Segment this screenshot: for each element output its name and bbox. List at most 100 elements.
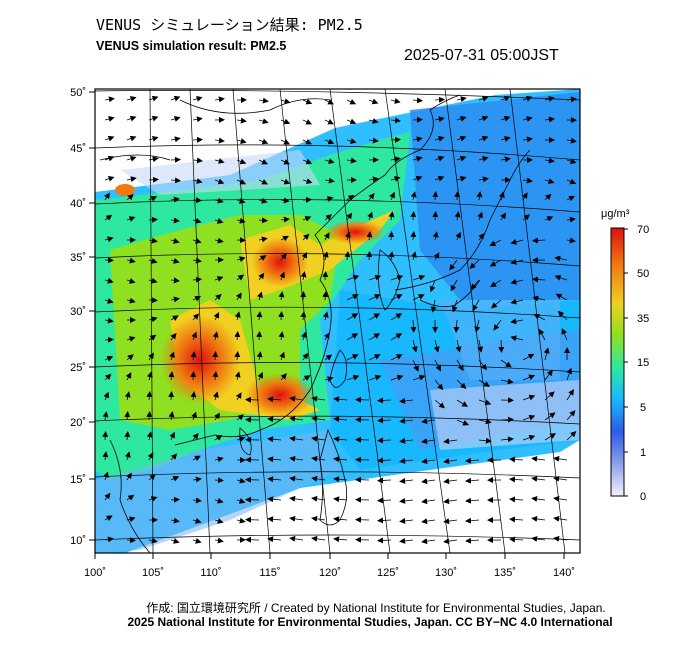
- wind-arrow: [104, 277, 114, 284]
- lon-label: 110˚: [200, 567, 221, 579]
- wind-arrow: [509, 536, 524, 543]
- wind-arrow: [411, 339, 418, 353]
- wind-arrow: [190, 371, 197, 381]
- wind-arrow: [434, 116, 445, 123]
- wind-arrow: [368, 333, 381, 341]
- wind-arrow: [236, 517, 246, 524]
- wind-arrow: [257, 371, 263, 381]
- wind-arrow: [333, 496, 348, 503]
- wind-arrow: [399, 477, 414, 484]
- wind-arrow: [522, 374, 536, 381]
- wind-arrow: [399, 457, 414, 464]
- wind-arrow: [390, 156, 401, 163]
- wind-arrow: [500, 95, 511, 102]
- coastlines: [99, 94, 531, 553]
- wind-arrow: [553, 515, 568, 522]
- wind-arrow: [258, 97, 269, 104]
- wind-arrow: [476, 191, 483, 201]
- wind-arrow: [510, 258, 524, 265]
- wind-arrow: [366, 231, 373, 241]
- wind-arrow: [532, 295, 546, 302]
- wind-arrow: [346, 313, 359, 321]
- wind-arrow: [390, 374, 404, 381]
- wind-arrow: [478, 95, 489, 102]
- wind-arrow: [192, 197, 202, 204]
- wind-arrow: [470, 279, 480, 290]
- wind-arrow: [346, 333, 359, 341]
- wind-arrow: [214, 96, 225, 103]
- wind-arrow: [214, 197, 224, 204]
- wind-arrow: [104, 192, 110, 201]
- wind-arrow: [412, 175, 423, 182]
- wind-arrow: [192, 295, 202, 302]
- wind-arrow: [500, 436, 514, 443]
- wind-arrow: [124, 431, 131, 441]
- wind-arrow: [333, 416, 348, 423]
- wind-arrow: [554, 255, 568, 262]
- wind-arrow: [410, 191, 417, 201]
- wind-arrow: [126, 297, 136, 304]
- wind-arrow: [289, 415, 304, 422]
- wind-arrow: [170, 237, 180, 244]
- wind-arrow: [538, 328, 546, 341]
- lon-label: 125˚: [377, 567, 399, 579]
- wind-arrow: [510, 335, 524, 342]
- lat-label: 10˚: [70, 535, 86, 547]
- wind-arrow: [412, 294, 425, 301]
- wind-arrow: [456, 155, 467, 162]
- wind-arrow: [456, 419, 470, 426]
- wind-arrow: [289, 435, 304, 442]
- wind-arrow: [214, 517, 224, 524]
- wind-arrow: [455, 339, 462, 353]
- wind-arrow: [412, 374, 426, 381]
- wind-arrow: [267, 396, 282, 403]
- wind-arrow: [148, 95, 159, 102]
- lon-label: 100˚: [84, 567, 106, 579]
- wind-arrow: [531, 455, 546, 462]
- wind-arrow: [544, 412, 556, 421]
- lon-label: 135˚: [494, 567, 516, 579]
- wind-arrow: [192, 257, 202, 264]
- wind-arrow: [443, 498, 458, 505]
- title-english: VENUS simulation result: PM2.5: [96, 39, 287, 53]
- wind-arrow: [454, 211, 461, 221]
- wind-arrow: [279, 271, 285, 281]
- wind-arrow: [280, 159, 291, 165]
- wind-arrow: [104, 236, 114, 243]
- wind-arrow: [368, 193, 375, 201]
- wind-arrow: [553, 535, 568, 542]
- wind-arrow: [148, 216, 158, 223]
- wind-arrow: [531, 495, 546, 502]
- lon-label: 105˚: [142, 567, 164, 579]
- wind-arrow: [126, 516, 136, 523]
- wind-arrow: [236, 477, 246, 484]
- wind-arrow: [324, 177, 335, 184]
- wind-arrow: [104, 317, 114, 324]
- wind-arrow: [388, 231, 395, 241]
- wind-arrow: [170, 496, 180, 503]
- wind-arrow: [192, 313, 200, 321]
- timestamp: 2025-07-31 05:00JST: [404, 47, 559, 64]
- wind-arrow: [421, 438, 436, 445]
- colorbar-tick: 0: [640, 491, 646, 503]
- wind-arrow: [280, 197, 290, 204]
- wind-arrow: [390, 98, 401, 104]
- wind-arrow: [146, 391, 153, 401]
- wind-arrow: [191, 411, 197, 421]
- wind-arrow: [346, 294, 359, 301]
- wind-arrow: [346, 212, 353, 221]
- wind-arrow: [126, 257, 136, 264]
- wind-arrow: [566, 137, 577, 144]
- wind-arrow: [368, 374, 382, 381]
- wind-arrow: [192, 178, 203, 184]
- wind-arrow: [324, 332, 330, 341]
- colorbar-tick: 50: [637, 268, 649, 280]
- wind-arrow: [566, 431, 577, 441]
- wind-arrow: [522, 177, 533, 184]
- wind-arrow: [500, 359, 512, 368]
- wind-arrow: [170, 537, 180, 544]
- wind-arrow: [148, 196, 158, 202]
- wind-arrow: [368, 118, 379, 124]
- wind-arrow: [311, 435, 326, 442]
- wind-arrow: [256, 311, 263, 321]
